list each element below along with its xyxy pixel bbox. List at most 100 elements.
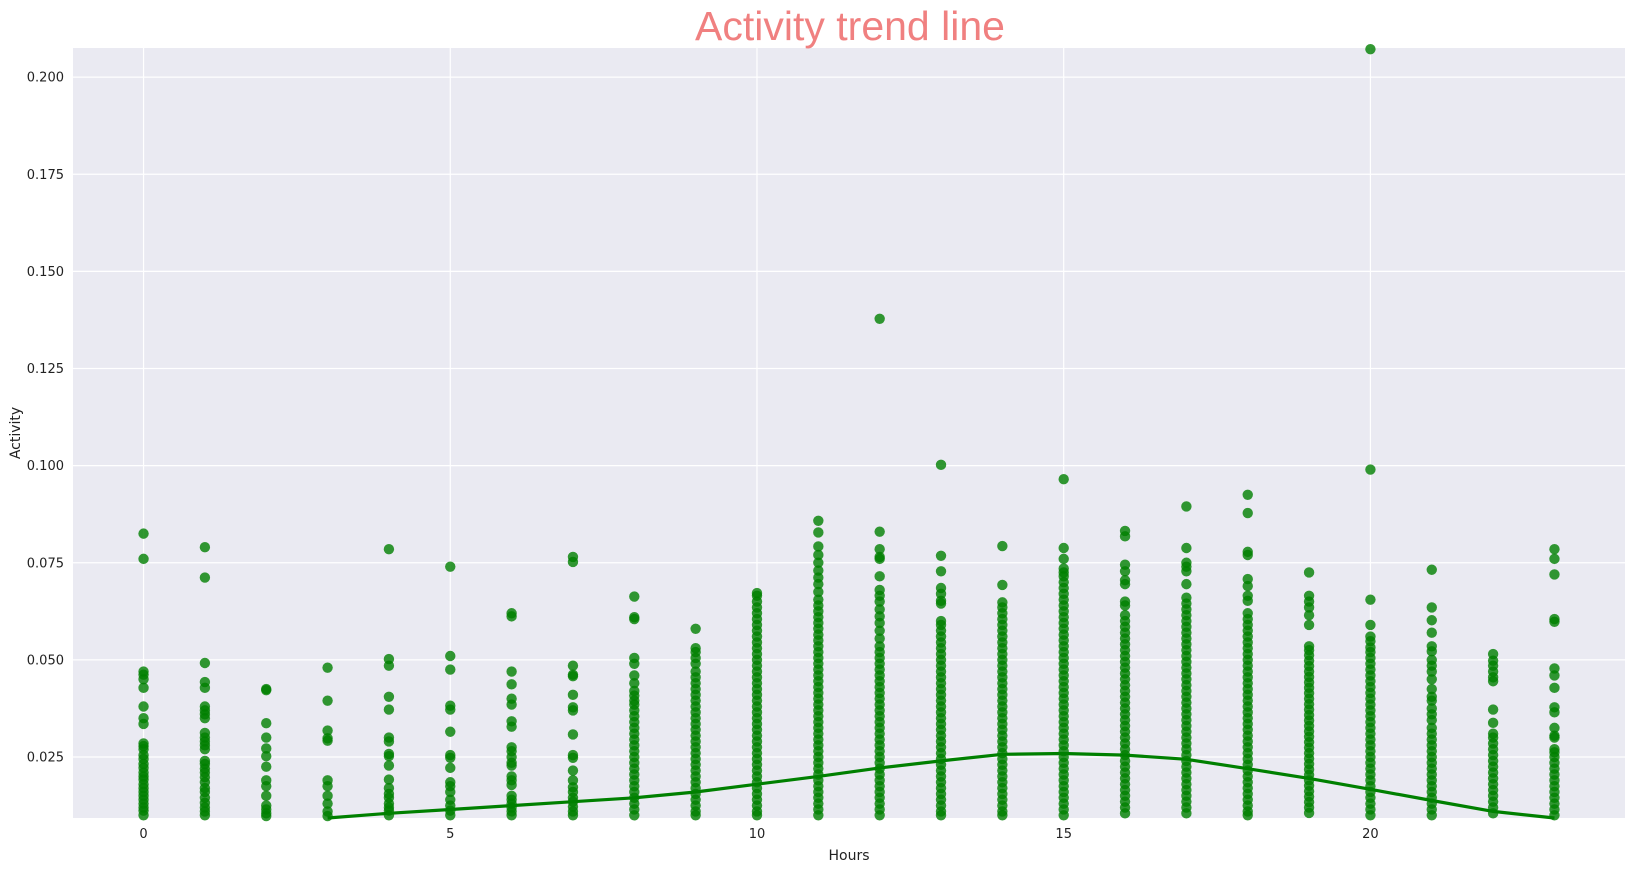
data-point [1181,566,1192,577]
data-point [261,780,272,792]
data-point [1058,474,1069,485]
data-point [1549,732,1560,743]
data-point [1365,464,1376,475]
x-tick-label: 20 [1362,827,1379,842]
data-point [1242,595,1253,607]
data-point [874,625,885,636]
data-point [445,752,456,763]
data-point [1365,619,1376,631]
data-point [445,786,456,798]
data-point [1365,594,1376,605]
data-point [935,459,947,471]
data-point [1426,714,1437,726]
data-point [935,598,947,609]
data-point [1303,610,1315,621]
data-point [567,729,579,740]
data-point [261,743,272,754]
y-tick-label: 0.025 [27,751,64,766]
data-point [1549,670,1560,681]
data-point [199,712,211,724]
data-point [629,810,640,821]
data-point [567,689,579,701]
data-point [445,726,456,737]
data-point [322,798,333,809]
data-point [1549,543,1560,555]
data-point [997,540,1008,552]
data-point [1181,578,1192,590]
data-point [199,682,211,694]
data-point [383,751,395,762]
data-point [506,611,517,622]
data-point [874,526,885,537]
data-point [1365,810,1376,821]
data-point [1549,569,1560,580]
data-point [997,579,1008,591]
data-point [261,718,272,729]
data-point [138,553,149,565]
data-point [1549,616,1560,628]
data-point [261,732,272,743]
data-point [1242,507,1253,519]
data-point [1242,489,1253,500]
data-point [813,549,824,561]
data-point [138,682,149,694]
data-point [874,543,885,555]
y-tick-label: 0.175 [27,168,64,183]
data-point [874,313,885,324]
data-point [138,528,149,539]
data-point [1365,43,1376,55]
data-point [199,572,211,583]
data-point [506,679,517,690]
data-point [935,810,947,821]
data-point [1303,602,1315,613]
data-point [874,810,885,821]
data-point [1549,707,1560,718]
data-point [261,684,272,696]
data-point [813,557,824,568]
scatter-points [138,43,1560,822]
data-point [1119,808,1131,819]
data-point [445,762,456,774]
data-point [445,650,456,662]
data-point [813,578,824,590]
data-point [1549,722,1560,734]
data-point [445,810,456,821]
data-point [813,810,824,821]
data-point [1426,615,1437,626]
data-point [1426,564,1437,575]
data-point [322,780,333,792]
data-point [629,670,640,681]
chart-title: Activity trend line [695,3,1005,49]
data-point [874,571,885,582]
y-tick-label: 0.050 [27,653,64,668]
data-point [1058,553,1069,565]
gridlines [73,48,1625,818]
data-point [629,613,640,625]
data-point [1426,602,1437,613]
y-tick-label: 0.200 [27,71,64,86]
data-point [383,774,395,785]
data-point [1181,808,1192,819]
plot-background [73,48,1625,818]
data-point [690,810,701,821]
data-point [1119,578,1131,590]
data-point [383,543,395,555]
data-point [567,810,579,821]
data-point [138,718,149,730]
data-point [138,674,149,685]
data-point [199,810,211,821]
data-point [383,736,395,747]
data-point [813,541,824,552]
data-point [1549,682,1560,694]
data-point [445,704,456,715]
data-point [138,701,149,712]
data-point [445,561,456,572]
y-tick-label: 0.075 [27,556,64,571]
data-point [138,810,149,821]
data-point [199,542,211,553]
data-point [1487,704,1499,715]
data-point [1426,666,1437,677]
data-point [506,699,517,710]
data-point [629,677,640,689]
